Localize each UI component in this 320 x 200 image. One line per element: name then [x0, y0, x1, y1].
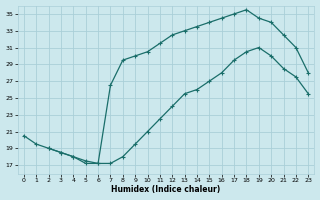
- X-axis label: Humidex (Indice chaleur): Humidex (Indice chaleur): [111, 185, 221, 194]
